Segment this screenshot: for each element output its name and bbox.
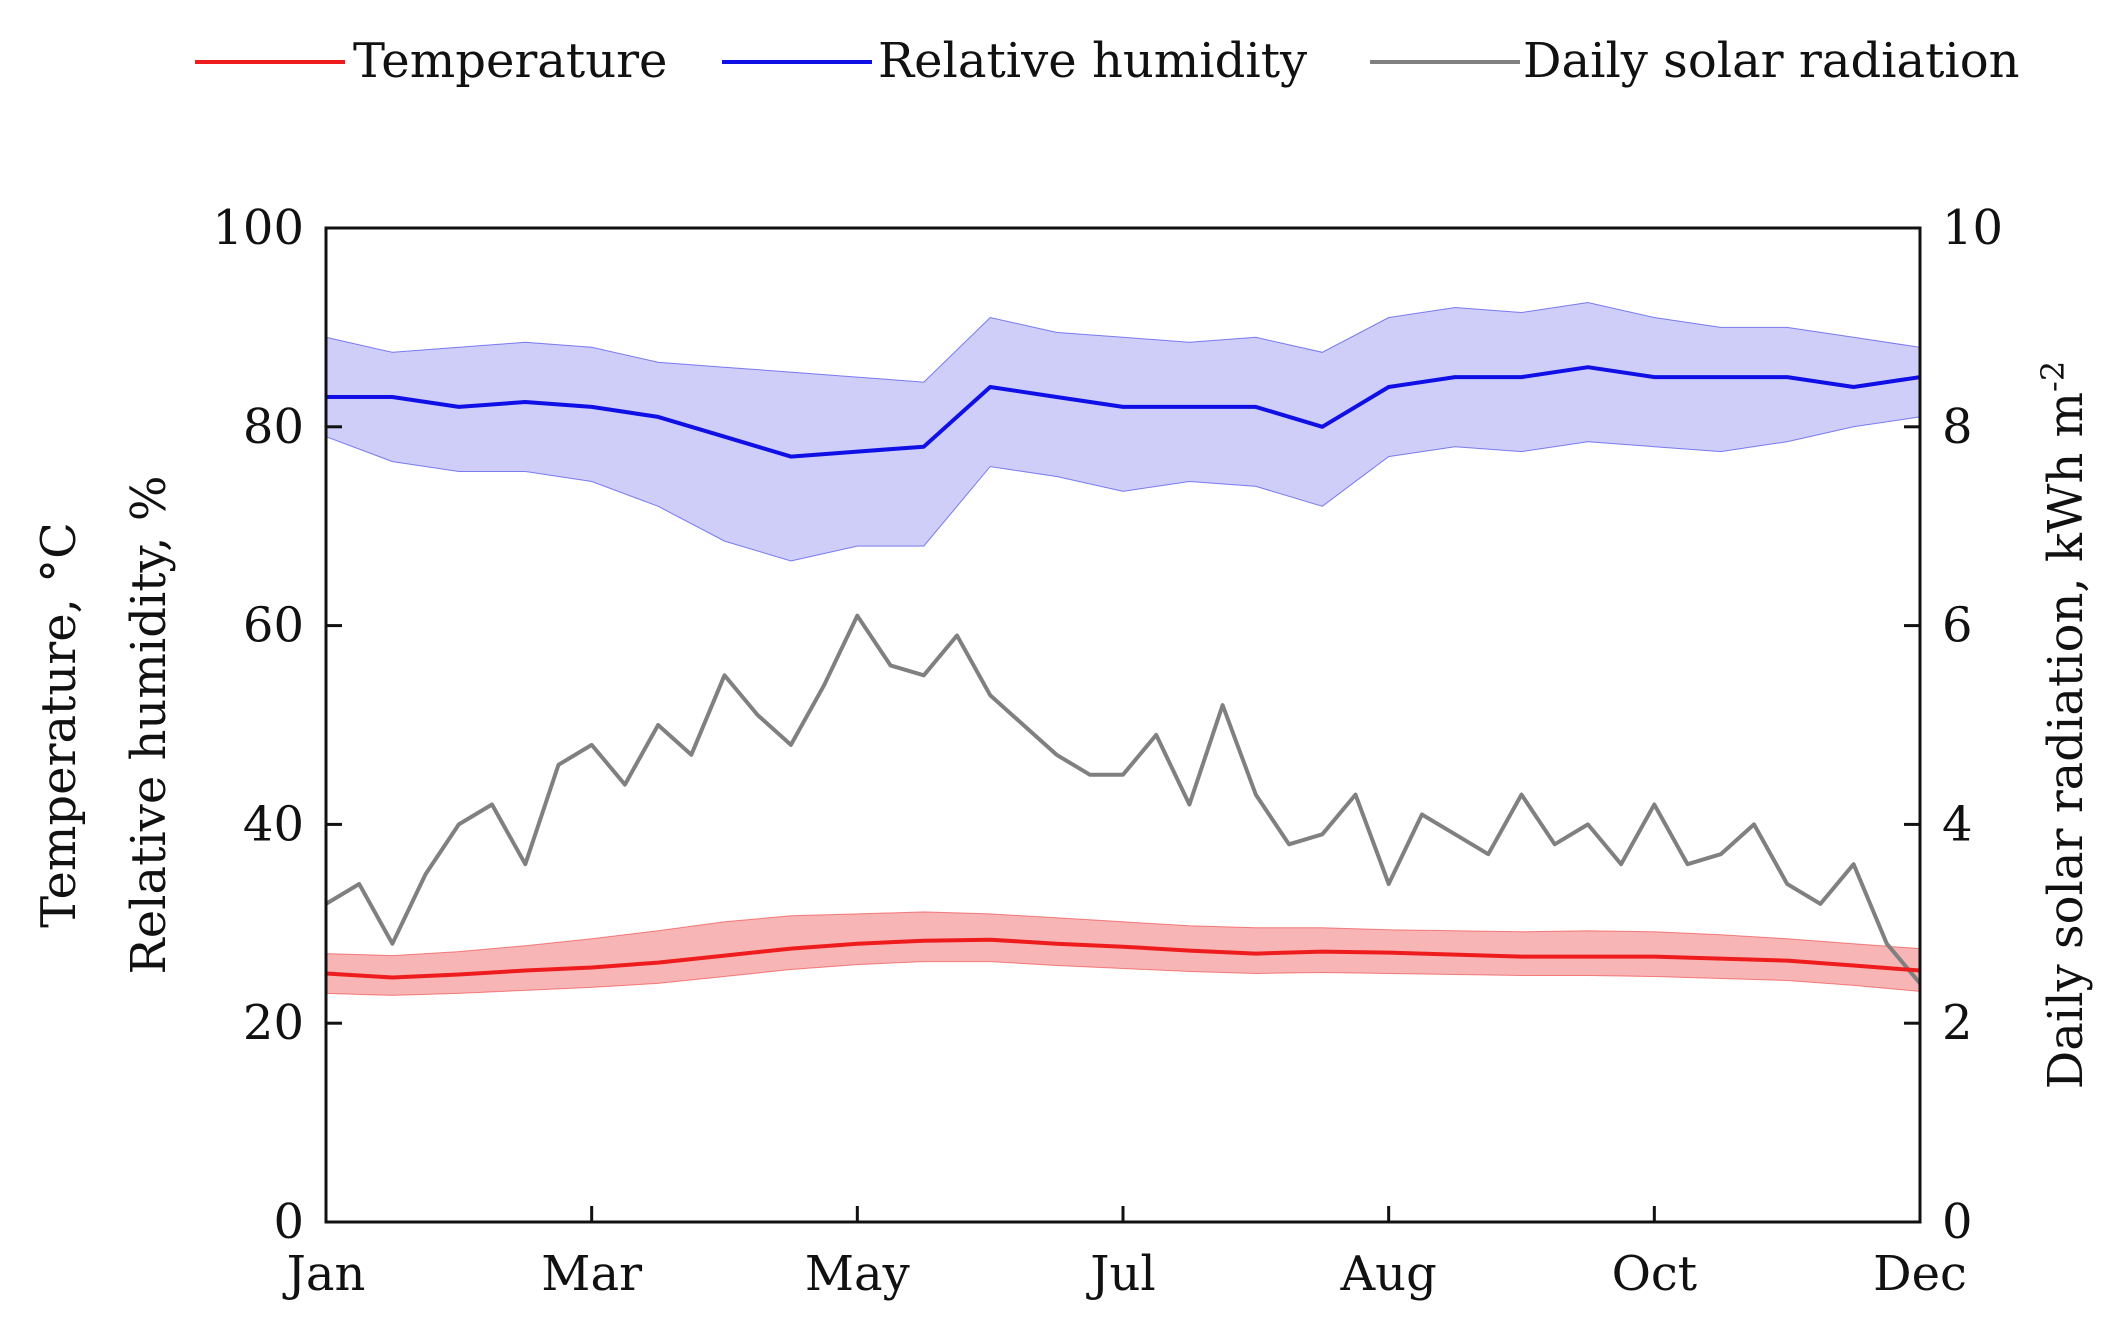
- x-axis: Jan Mar May Jul Aug Oct Dec: [282, 1206, 1967, 1302]
- right-axis-title-sup: -2: [2034, 361, 2072, 392]
- temperature-line: [325, 937, 1921, 980]
- temperature-band: [325, 911, 1921, 996]
- legend-label-temperature: Temperature: [353, 33, 667, 89]
- relative-humidity-line: [326, 365, 1921, 459]
- x-tick-label: Jul: [1085, 1246, 1156, 1302]
- right-tick-label: 4: [1942, 796, 1973, 852]
- right-tick-label: 8: [1942, 399, 1973, 455]
- legend-label-humidity: Relative humidity: [878, 33, 1307, 89]
- x-tick-label: Dec: [1873, 1246, 1967, 1302]
- legend: Temperature Relative humidity Daily sola…: [195, 33, 2020, 89]
- left-tick-label: 60: [243, 598, 304, 654]
- legend-label-solar: Daily solar radiation: [1523, 33, 2020, 89]
- left-tick-label: 0: [273, 1194, 304, 1250]
- left-tick-label: 40: [243, 796, 304, 852]
- right-tick-label: 6: [1942, 598, 1973, 654]
- left-axis-title-temperature: Temperature, °C: [31, 522, 87, 928]
- x-tick-label: Mar: [541, 1246, 642, 1302]
- x-tick-label: May: [805, 1246, 910, 1302]
- right-axis-title: Daily solar radiation, kWh m-2: [2034, 361, 2094, 1089]
- right-tick-label: 10: [1942, 200, 2003, 256]
- x-tick-label: Jan: [282, 1246, 366, 1302]
- right-axis-title-text: Daily solar radiation, kWh m: [2038, 392, 2094, 1089]
- right-tick-label: 0: [1942, 1194, 1973, 1250]
- relative-humidity-band: [325, 301, 1921, 562]
- x-tick-label: Oct: [1612, 1246, 1698, 1302]
- left-axis: 0 20 40 60 80 100: [212, 200, 342, 1250]
- left-tick-label: 80: [243, 399, 304, 455]
- left-axis-title-humidity: Relative humidity, %: [121, 476, 177, 975]
- x-tick-label: Aug: [1340, 1246, 1437, 1302]
- right-tick-label: 2: [1942, 995, 1973, 1051]
- daily-solar-radiation-line: [324, 613, 1922, 985]
- left-tick-label: 100: [212, 200, 304, 256]
- series-lines: [324, 365, 1922, 985]
- left-tick-label: 20: [243, 995, 304, 1051]
- right-axis: 0 2 4 6 8 10: [1904, 200, 2003, 1250]
